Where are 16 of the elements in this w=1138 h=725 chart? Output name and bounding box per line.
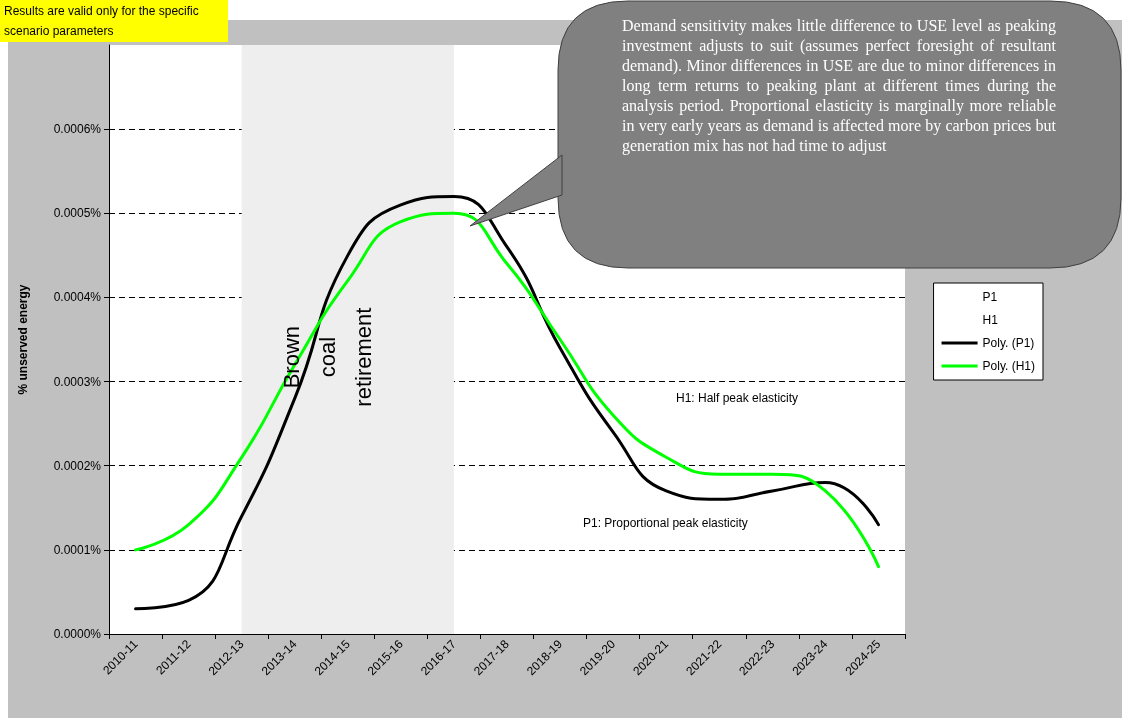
annotation: H1: Half peak elasticity [676, 391, 799, 405]
y-tick-label: 0.0006% [53, 122, 102, 137]
y-tick-label: 0.0005% [53, 206, 102, 221]
y-tick-label: 0.0003% [53, 374, 102, 389]
legend-label: Poly. (P1) [982, 336, 1035, 350]
y-tick-label: 0.0004% [53, 290, 102, 305]
text: H1 [982, 313, 999, 327]
annotation: P1: Proportional peak elasticity [583, 516, 748, 530]
y-tick-label: 0.0002% [53, 458, 102, 473]
legend-label: Poly. (H1) [982, 359, 1035, 373]
y-axis-title: % unserved energy [16, 284, 30, 395]
y-tick-label: 0.0000% [53, 627, 102, 641]
y-tick-label: 0.0001% [53, 542, 102, 557]
text: P1 [982, 290, 998, 304]
band-label: Brown coal retirement [279, 307, 377, 407]
text: Results are valid only for the specific scenario parameters [0, 0, 228, 42]
